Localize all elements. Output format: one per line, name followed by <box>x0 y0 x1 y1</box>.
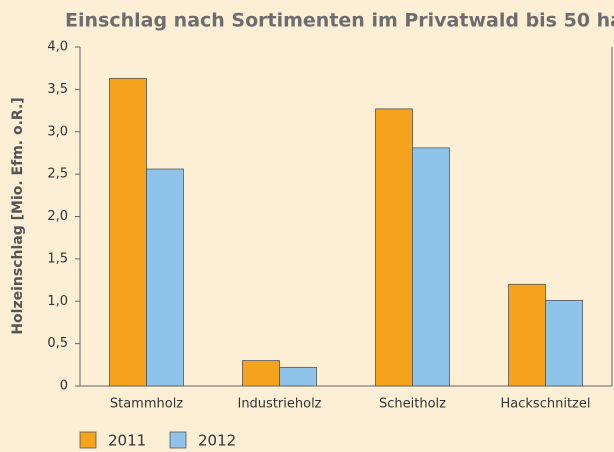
bar <box>412 147 450 387</box>
y-tick-label: 1,0 <box>47 294 68 309</box>
x-tick-label: Hackschnitzel <box>501 397 591 412</box>
chart-title: Einschlag nach Sortimenten im Privatwald… <box>65 10 614 32</box>
legend-label: 2011 <box>108 432 146 450</box>
bar <box>545 300 583 387</box>
bar <box>109 77 147 387</box>
bar <box>242 360 280 387</box>
bar <box>375 108 413 387</box>
y-tick-label: 1,5 <box>47 251 68 266</box>
y-tick-label: 0 <box>60 379 68 394</box>
legend-label: 2012 <box>198 432 236 450</box>
bar <box>279 366 317 387</box>
y-tick-label: 0,5 <box>47 336 68 351</box>
bar <box>146 168 184 387</box>
y-tick-label: 2,0 <box>47 209 68 224</box>
y-tick-label: 3,0 <box>47 124 68 139</box>
x-tick-label: Scheitholz <box>379 397 446 412</box>
y-tick-label: 3,5 <box>47 82 68 97</box>
x-tick-label: Industrieholz <box>237 397 321 412</box>
y-tick-label: 4,0 <box>47 40 68 55</box>
y-tick-label: 2,5 <box>47 167 68 182</box>
legend-swatch <box>169 431 187 449</box>
y-axis-label: Holzeinschlag [Mio. Efm. o.R.] <box>10 97 26 334</box>
legend-swatch <box>79 431 97 449</box>
x-tick-label: Stammholz <box>110 397 183 412</box>
bar <box>508 283 546 387</box>
